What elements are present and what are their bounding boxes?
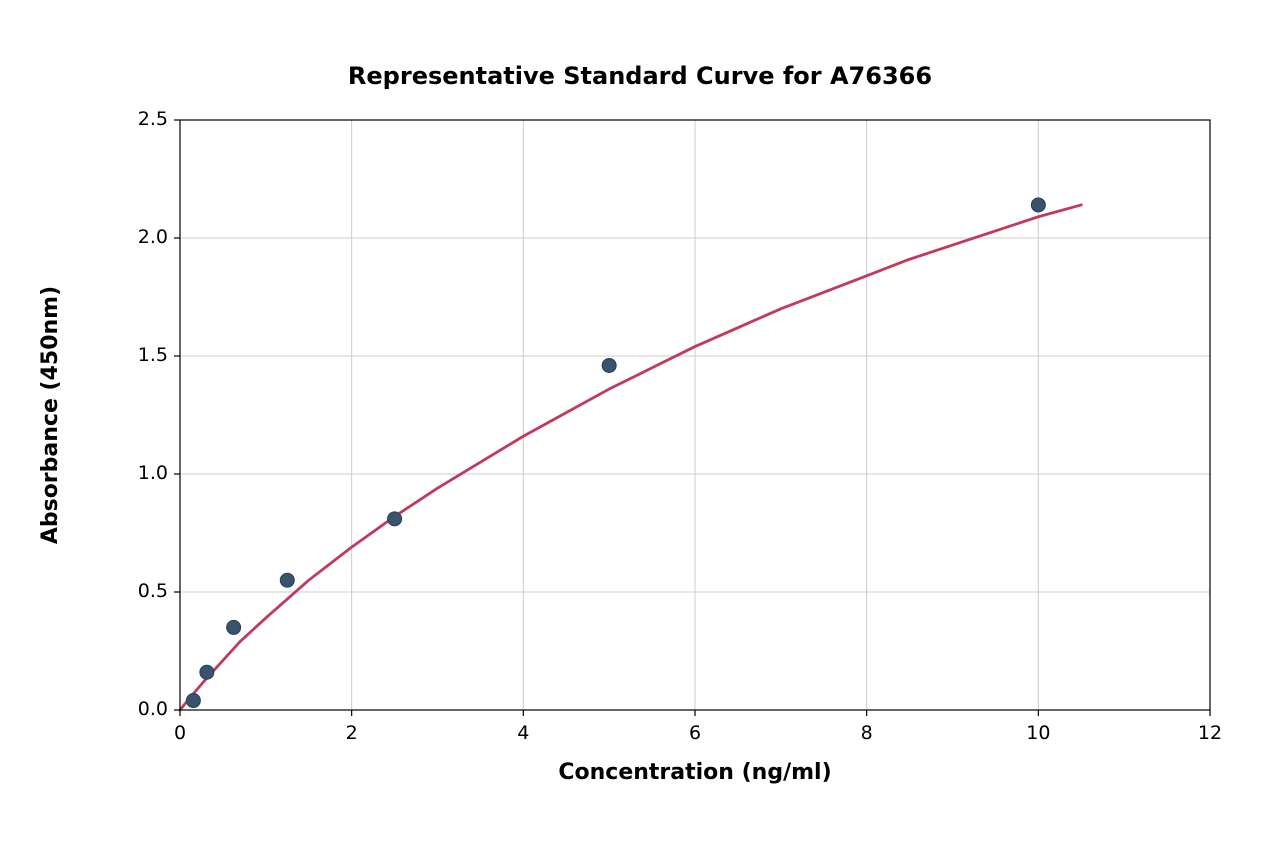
x-tick-label: 2 [322,722,382,744]
y-tick-label: 1.5 [138,344,168,366]
y-axis-label: Absorbance (450nm) [38,285,63,545]
scatter-point [280,573,294,587]
x-tick-label: 12 [1180,722,1240,744]
chart-container: Representative Standard Curve for A76366… [0,0,1280,845]
x-tick-label: 0 [150,722,210,744]
scatter-point [227,620,241,634]
chart-title: Representative Standard Curve for A76366 [0,62,1280,90]
y-tick-label: 2.5 [138,108,168,130]
x-axis-label: Concentration (ng/ml) [180,760,1210,785]
x-tick-label: 6 [665,722,725,744]
scatter-point [602,358,616,372]
scatter-point [186,694,200,708]
chart-svg [0,0,1280,845]
y-tick-label: 2.0 [138,226,168,248]
x-tick-label: 4 [493,722,553,744]
y-tick-label: 0.0 [138,698,168,720]
scatter-point [200,665,214,679]
x-tick-label: 8 [837,722,897,744]
y-tick-label: 0.5 [138,580,168,602]
scatter-point [388,512,402,526]
scatter-point [1031,198,1045,212]
x-tick-label: 10 [1008,722,1068,744]
y-tick-label: 1.0 [138,462,168,484]
